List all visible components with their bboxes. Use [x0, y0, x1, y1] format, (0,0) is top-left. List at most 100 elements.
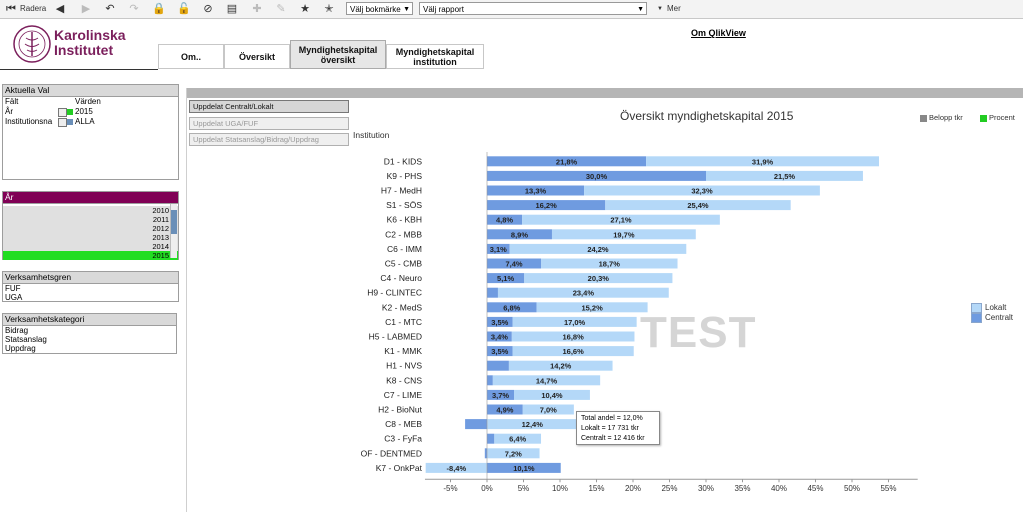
verksamhetsgren-listbox: Verksamhetsgren FUF UGA — [2, 271, 179, 302]
split-uga-fuf-button[interactable]: Uppdelat UGA/FUF — [189, 117, 349, 130]
centralt-bar[interactable] — [465, 419, 487, 430]
centralt-bar[interactable] — [487, 170, 706, 181]
pin-icon[interactable]: ✎ — [276, 3, 286, 15]
list-item[interactable]: Uppdrag — [5, 344, 36, 353]
centralt-bar[interactable] — [487, 243, 510, 254]
lokalt-bar[interactable] — [512, 346, 634, 357]
lokalt-bar[interactable] — [605, 200, 791, 211]
centralt-bar[interactable] — [487, 360, 509, 371]
lokalt-bar[interactable] — [646, 156, 880, 167]
centralt-data-label: 4,8% — [496, 216, 513, 225]
lokalt-data-label: 14,2% — [550, 362, 572, 371]
tab-myndighetskapital-institution[interactable]: Myndighetskapital institution — [386, 44, 484, 69]
centralt-bar[interactable] — [487, 214, 523, 225]
panel-title: Verksamhetskategori — [3, 314, 176, 326]
legend-belopp[interactable]: Belopp tkr — [920, 113, 963, 122]
legend-swatch — [920, 114, 927, 122]
year-scrollbar[interactable] — [170, 204, 177, 258]
lokalt-bar[interactable] — [522, 404, 574, 415]
lokalt-bar[interactable] — [512, 316, 637, 327]
tab-myndighetskapital-oversikt[interactable]: Myndighetskapital översikt — [290, 40, 386, 69]
centralt-bar[interactable] — [484, 448, 487, 459]
star-icon[interactable]: ★ — [300, 3, 310, 15]
chart-icon[interactable]: ▤ — [226, 3, 238, 15]
lokalt-bar[interactable] — [425, 462, 487, 473]
centralt-bar[interactable] — [487, 185, 585, 196]
selection-row[interactable]: Institutionsna ALLA — [3, 117, 178, 127]
lokalt-bar[interactable] — [522, 214, 720, 225]
eraser-icon[interactable] — [58, 108, 67, 117]
centralt-bar[interactable] — [487, 433, 495, 444]
centralt-bar[interactable] — [487, 200, 606, 211]
centralt-bar[interactable] — [487, 229, 552, 240]
centralt-bar[interactable] — [487, 258, 542, 269]
split-central-local-button[interactable]: Uppdelat Centralt/Lokalt — [189, 100, 349, 113]
centralt-bar[interactable] — [487, 287, 498, 298]
back-icon[interactable]: ◀ — [55, 3, 65, 15]
centralt-bar[interactable] — [487, 331, 512, 342]
lokalt-bar[interactable] — [509, 243, 687, 254]
lokalt-bar[interactable] — [511, 331, 635, 342]
split-statsanslag-button[interactable]: Uppdelat Statsanslag/Bidrag/Uppdrag — [189, 133, 349, 146]
year-item-selected[interactable]: 2015 — [3, 251, 178, 260]
tab-oversikt[interactable]: Översikt — [224, 44, 290, 69]
category-label: H7 - MedH — [381, 186, 422, 196]
report-select[interactable]: Välj rapport ▼ — [419, 2, 647, 15]
star-add-icon[interactable]: ✭ — [324, 3, 334, 15]
category-label: K1 - MMK — [384, 346, 422, 356]
lokalt-bar[interactable] — [494, 433, 542, 444]
legend-label: Centralt — [985, 313, 1014, 323]
centralt-bar[interactable] — [487, 404, 523, 415]
undo-icon[interactable]: ↶ — [105, 3, 115, 15]
more-button[interactable]: Mer — [667, 4, 681, 13]
forward-icon[interactable]: ▶ — [81, 3, 91, 15]
bookmark-select[interactable]: Välj bokmärke ▼ — [346, 2, 413, 15]
lokalt-bar[interactable] — [541, 258, 678, 269]
plus-icon[interactable]: ✚ — [252, 3, 262, 15]
report-select-value: Välj rapport — [423, 5, 464, 14]
lokalt-bar[interactable] — [551, 229, 696, 240]
more-arrow-icon[interactable]: ▼ — [657, 6, 663, 12]
lokalt-bar[interactable] — [487, 419, 578, 430]
unlock-icon[interactable]: 🔓 — [177, 3, 191, 15]
year-item[interactable]: 2012 — [3, 224, 178, 233]
centralt-bar[interactable] — [487, 375, 493, 386]
selection-row[interactable]: År 2015 — [3, 107, 178, 117]
om-qlikview-link[interactable]: Om QlikView — [691, 28, 746, 38]
eraser-icon[interactable] — [58, 118, 67, 127]
centralt-bar[interactable] — [487, 316, 513, 327]
clear-icon[interactable]: ⊘ — [203, 3, 213, 15]
lokalt-bar[interactable] — [492, 375, 601, 386]
lokalt-bar[interactable] — [524, 273, 673, 284]
centralt-bar[interactable] — [487, 462, 561, 473]
year-item[interactable]: 2011 — [3, 215, 178, 224]
list-item[interactable]: Statsanslag — [5, 335, 47, 344]
centralt-bar[interactable] — [487, 156, 647, 167]
year-item[interactable]: 2010 — [3, 206, 178, 215]
legend-label: Belopp tkr — [929, 113, 963, 122]
first-icon[interactable]: ⏮ — [6, 3, 16, 15]
centralt-bar[interactable] — [487, 302, 537, 313]
year-item[interactable]: 2014 — [3, 242, 178, 251]
lokalt-bar[interactable] — [497, 287, 669, 298]
centralt-bar[interactable] — [487, 346, 513, 357]
legend-procent[interactable]: Procent — [980, 113, 1015, 122]
lokalt-bar[interactable] — [514, 389, 590, 400]
tab-om[interactable]: Om.. — [158, 44, 224, 69]
centralt-data-label: 3,7% — [492, 391, 509, 400]
list-item[interactable]: Bidrag — [5, 326, 29, 335]
lokalt-bar[interactable] — [536, 302, 648, 313]
lokalt-bar[interactable] — [508, 360, 613, 371]
lokalt-bar[interactable] — [584, 185, 820, 196]
centralt-bar[interactable] — [487, 389, 515, 400]
list-item[interactable]: UGA — [5, 293, 23, 302]
scroll-thumb[interactable] — [171, 210, 177, 234]
lock-icon[interactable]: 🔒 — [152, 3, 166, 15]
radera-button[interactable]: Radera — [20, 4, 47, 13]
redo-icon[interactable]: ↷ — [129, 3, 139, 15]
centralt-bar[interactable] — [487, 273, 525, 284]
year-item[interactable]: 2013 — [3, 233, 178, 242]
list-item[interactable]: FUF — [5, 284, 21, 293]
lokalt-bar[interactable] — [487, 448, 540, 459]
lokalt-bar[interactable] — [706, 170, 863, 181]
